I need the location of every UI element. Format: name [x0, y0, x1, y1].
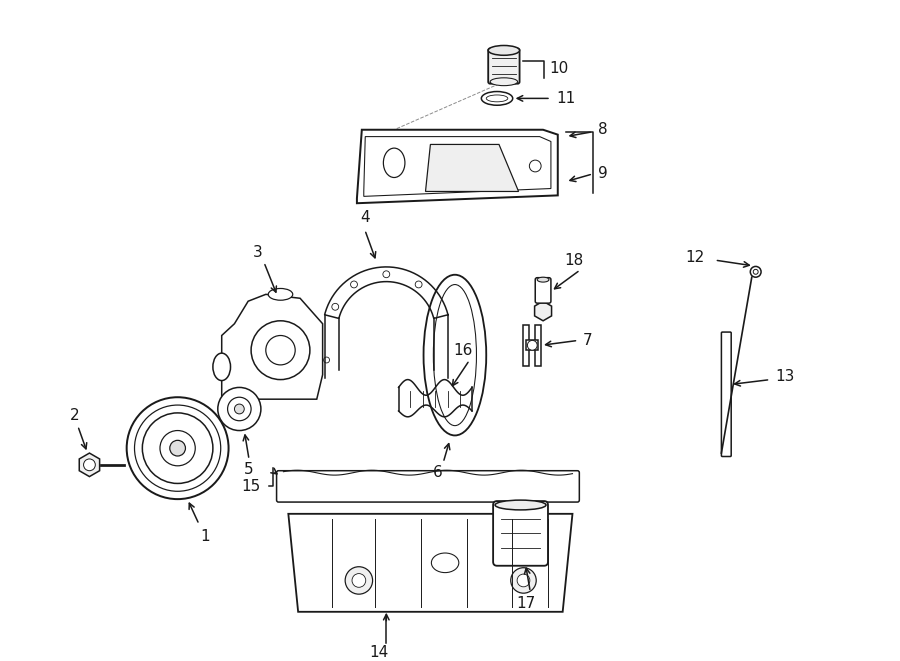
Text: 10: 10: [549, 61, 568, 75]
Bar: [524, 325, 529, 366]
Circle shape: [134, 405, 220, 491]
Circle shape: [324, 357, 329, 363]
Circle shape: [382, 271, 390, 278]
FancyBboxPatch shape: [488, 48, 519, 84]
Text: 4: 4: [360, 210, 370, 225]
Text: 8: 8: [598, 122, 608, 137]
Text: 1: 1: [200, 529, 210, 544]
Text: 14: 14: [369, 645, 388, 660]
Circle shape: [332, 303, 338, 310]
Text: 12: 12: [686, 250, 705, 264]
FancyBboxPatch shape: [493, 501, 548, 566]
Ellipse shape: [268, 288, 292, 300]
Circle shape: [434, 303, 441, 310]
Circle shape: [415, 281, 422, 288]
Ellipse shape: [486, 95, 508, 102]
Circle shape: [251, 321, 310, 379]
Circle shape: [438, 357, 444, 363]
Polygon shape: [79, 453, 100, 477]
Ellipse shape: [213, 353, 230, 381]
Text: 15: 15: [241, 479, 261, 494]
Text: 17: 17: [516, 596, 536, 611]
Text: 16: 16: [453, 342, 472, 358]
Bar: [536, 325, 541, 366]
Circle shape: [142, 413, 213, 483]
Circle shape: [218, 387, 261, 430]
Ellipse shape: [431, 553, 459, 572]
Circle shape: [170, 440, 185, 456]
Polygon shape: [535, 301, 552, 321]
Circle shape: [529, 160, 541, 172]
Polygon shape: [288, 514, 572, 612]
Text: 7: 7: [582, 333, 592, 348]
Ellipse shape: [537, 277, 549, 282]
Ellipse shape: [433, 284, 476, 426]
Text: 13: 13: [775, 369, 795, 384]
Circle shape: [518, 574, 530, 587]
Text: 5: 5: [244, 462, 254, 477]
Circle shape: [527, 340, 537, 350]
Ellipse shape: [495, 500, 546, 510]
Text: 11: 11: [556, 91, 575, 106]
Ellipse shape: [491, 78, 518, 86]
Bar: [526, 340, 538, 350]
Circle shape: [228, 397, 251, 421]
Ellipse shape: [424, 275, 486, 436]
Circle shape: [127, 397, 229, 499]
FancyBboxPatch shape: [722, 332, 731, 457]
Ellipse shape: [488, 46, 519, 56]
Ellipse shape: [383, 148, 405, 178]
Circle shape: [510, 568, 536, 593]
Ellipse shape: [482, 91, 513, 105]
Circle shape: [160, 430, 195, 466]
Polygon shape: [357, 130, 558, 203]
Circle shape: [84, 459, 95, 471]
Text: 3: 3: [253, 245, 263, 260]
Circle shape: [266, 336, 295, 365]
Circle shape: [234, 404, 244, 414]
Circle shape: [753, 270, 758, 274]
Text: 18: 18: [565, 253, 584, 268]
FancyBboxPatch shape: [276, 471, 580, 502]
Polygon shape: [426, 145, 518, 192]
Text: 9: 9: [598, 167, 608, 181]
Text: 2: 2: [70, 408, 79, 423]
Polygon shape: [221, 294, 322, 399]
Circle shape: [346, 566, 373, 594]
Circle shape: [351, 281, 357, 288]
FancyBboxPatch shape: [536, 278, 551, 303]
Circle shape: [352, 574, 365, 588]
Circle shape: [751, 266, 761, 277]
Text: 6: 6: [434, 465, 443, 480]
